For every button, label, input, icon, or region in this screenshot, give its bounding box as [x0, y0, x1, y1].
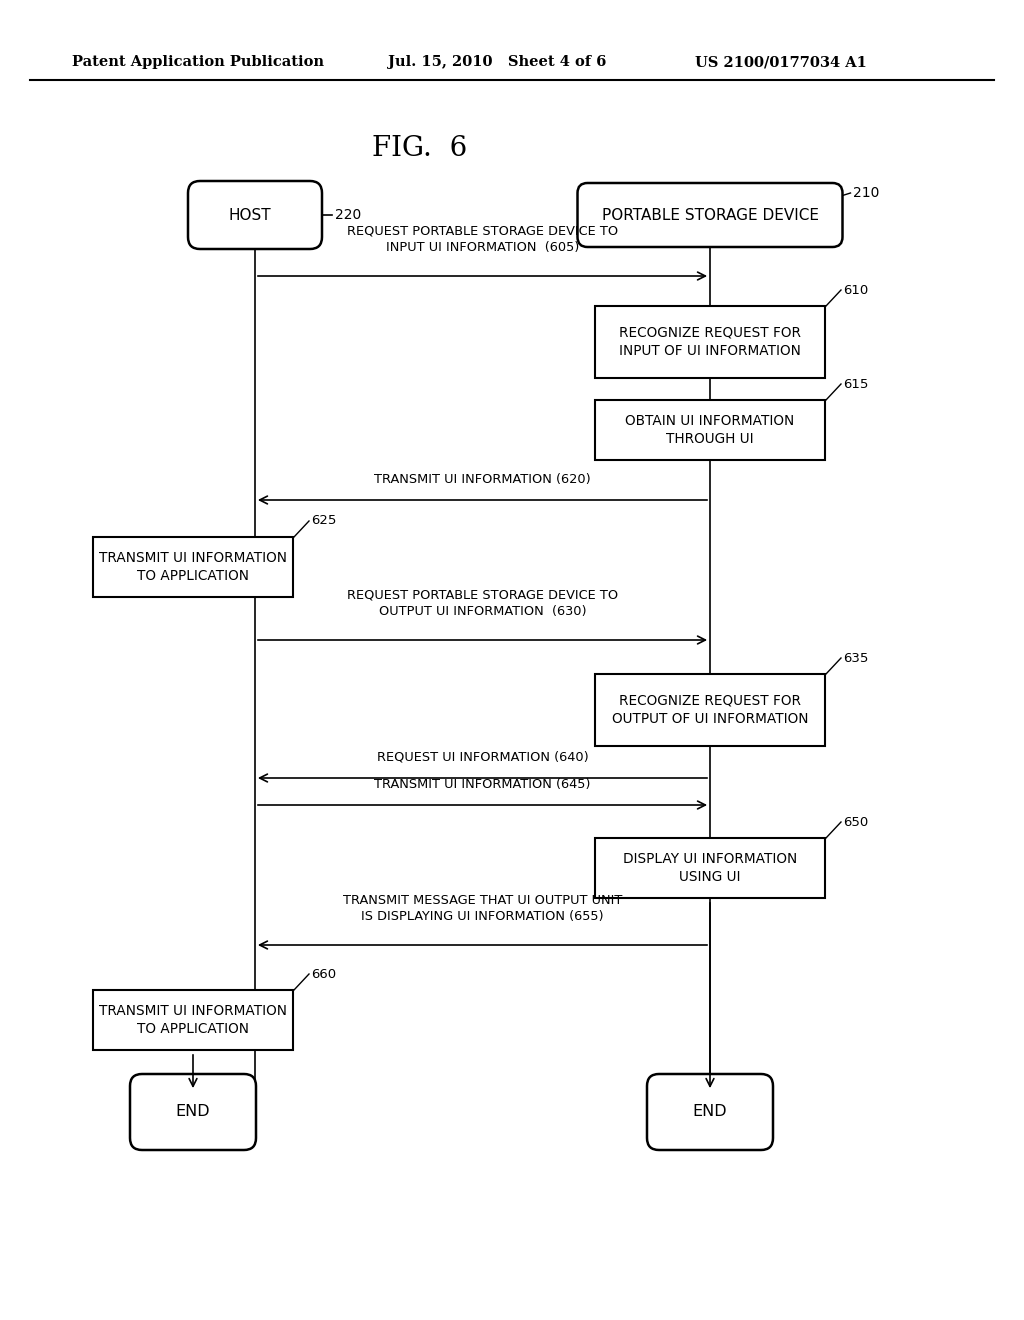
Text: OBTAIN UI INFORMATION
THROUGH UI: OBTAIN UI INFORMATION THROUGH UI [626, 413, 795, 446]
Text: 625: 625 [311, 515, 336, 528]
FancyBboxPatch shape [595, 306, 825, 378]
FancyBboxPatch shape [595, 675, 825, 746]
Text: 210: 210 [853, 186, 879, 201]
Text: 660: 660 [311, 968, 336, 981]
Text: REQUEST PORTABLE STORAGE DEVICE TO
INPUT UI INFORMATION  (605): REQUEST PORTABLE STORAGE DEVICE TO INPUT… [347, 224, 618, 253]
Text: Jul. 15, 2010   Sheet 4 of 6: Jul. 15, 2010 Sheet 4 of 6 [388, 55, 606, 69]
Text: END: END [176, 1105, 210, 1119]
Text: TRANSMIT UI INFORMATION
TO APPLICATION: TRANSMIT UI INFORMATION TO APPLICATION [99, 550, 287, 583]
Text: TRANSMIT MESSAGE THAT UI OUTPUT UNIT
IS DISPLAYING UI INFORMATION (655): TRANSMIT MESSAGE THAT UI OUTPUT UNIT IS … [343, 894, 623, 923]
Text: RECOGNIZE REQUEST FOR
INPUT OF UI INFORMATION: RECOGNIZE REQUEST FOR INPUT OF UI INFORM… [618, 326, 801, 359]
Text: REQUEST UI INFORMATION (640): REQUEST UI INFORMATION (640) [377, 751, 589, 764]
Text: 615: 615 [843, 378, 868, 391]
Text: FIG.  6: FIG. 6 [373, 135, 468, 161]
FancyBboxPatch shape [595, 838, 825, 898]
Text: 650: 650 [843, 816, 868, 829]
Text: Patent Application Publication: Patent Application Publication [72, 55, 324, 69]
Text: US 2100/0177034 A1: US 2100/0177034 A1 [695, 55, 867, 69]
FancyBboxPatch shape [93, 537, 293, 597]
Text: 220: 220 [335, 209, 361, 222]
FancyBboxPatch shape [130, 1074, 256, 1150]
Text: DISPLAY UI INFORMATION
USING UI: DISPLAY UI INFORMATION USING UI [623, 851, 797, 884]
Text: REQUEST PORTABLE STORAGE DEVICE TO
OUTPUT UI INFORMATION  (630): REQUEST PORTABLE STORAGE DEVICE TO OUTPU… [347, 589, 618, 618]
Text: 610: 610 [843, 284, 868, 297]
Text: TRANSMIT UI INFORMATION
TO APPLICATION: TRANSMIT UI INFORMATION TO APPLICATION [99, 1003, 287, 1036]
FancyBboxPatch shape [578, 183, 843, 247]
FancyBboxPatch shape [595, 400, 825, 459]
FancyBboxPatch shape [647, 1074, 773, 1150]
Text: RECOGNIZE REQUEST FOR
OUTPUT OF UI INFORMATION: RECOGNIZE REQUEST FOR OUTPUT OF UI INFOR… [611, 693, 808, 726]
Text: TRANSMIT UI INFORMATION (620): TRANSMIT UI INFORMATION (620) [374, 473, 591, 486]
Text: PORTABLE STORAGE DEVICE: PORTABLE STORAGE DEVICE [601, 207, 818, 223]
Text: TRANSMIT UI INFORMATION (645): TRANSMIT UI INFORMATION (645) [374, 777, 591, 791]
FancyBboxPatch shape [188, 181, 322, 249]
Text: HOST: HOST [228, 207, 271, 223]
FancyBboxPatch shape [93, 990, 293, 1049]
Text: 635: 635 [843, 652, 868, 664]
Text: END: END [692, 1105, 727, 1119]
